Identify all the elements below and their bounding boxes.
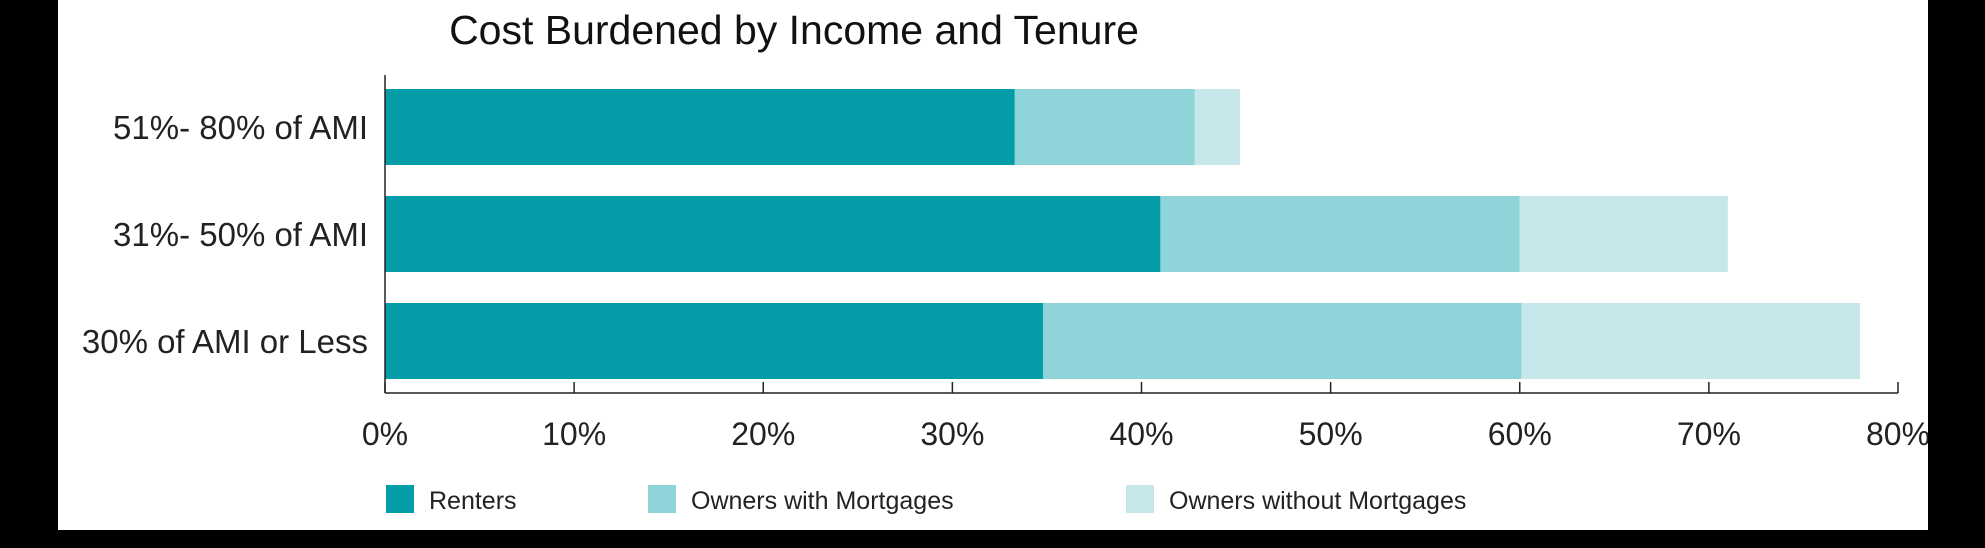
legend-swatch	[386, 485, 414, 513]
x-tick-label: 70%	[1677, 416, 1741, 452]
legend-swatch	[1126, 485, 1154, 513]
category-label: 30% of AMI or Less	[82, 323, 368, 360]
bar-segment-3-row-1	[1194, 89, 1240, 165]
x-tick-label: 60%	[1488, 416, 1552, 452]
legend-label: Owners with Mortgages	[691, 487, 954, 515]
x-tick-label: 20%	[731, 416, 795, 452]
bar-segment-1-row-1	[385, 89, 1015, 165]
axis-layer: 51%- 80% of AMI 31%- 50% of AMI 30% of AMI…	[82, 75, 1928, 452]
legend-label: Owners without Mortgages	[1169, 487, 1466, 515]
x-tick-label: 30%	[920, 416, 984, 452]
x-tick-label: 10%	[542, 416, 606, 452]
category-label: 51%- 80% of AMI	[113, 109, 368, 146]
legend: Renters Owners with Mortgages Owners witho…	[386, 485, 1466, 515]
bar-segment-2-row-1	[1014, 89, 1195, 165]
category-label: 31%- 50% of AMI	[113, 216, 368, 253]
bar-segment-2-row-3	[1043, 303, 1522, 379]
x-tick-label: 0%	[362, 416, 408, 452]
stacked-bar-chart: Cost Burdened by Income and Tenure 51%- …	[82, 7, 1928, 515]
bar-segment-2-row-2	[1160, 196, 1520, 272]
bar-segment-1-row-2	[385, 196, 1161, 272]
bar-segment-3-row-3	[1521, 303, 1861, 379]
legend-swatch	[648, 485, 676, 513]
x-tick-label: 80%	[1866, 416, 1928, 452]
bar-segment-1-row-3	[385, 303, 1044, 379]
chart-title: Cost Burdened by Income and Tenure	[449, 7, 1139, 53]
bar-segment-3-row-2	[1519, 196, 1728, 272]
bars-layer	[385, 89, 1861, 379]
x-tick-label: 50%	[1299, 416, 1363, 452]
chart-panel: Cost Burdened by Income and Tenure 51%- …	[58, 0, 1928, 530]
x-tick-label: 40%	[1109, 416, 1173, 452]
legend-label: Renters	[429, 487, 517, 515]
